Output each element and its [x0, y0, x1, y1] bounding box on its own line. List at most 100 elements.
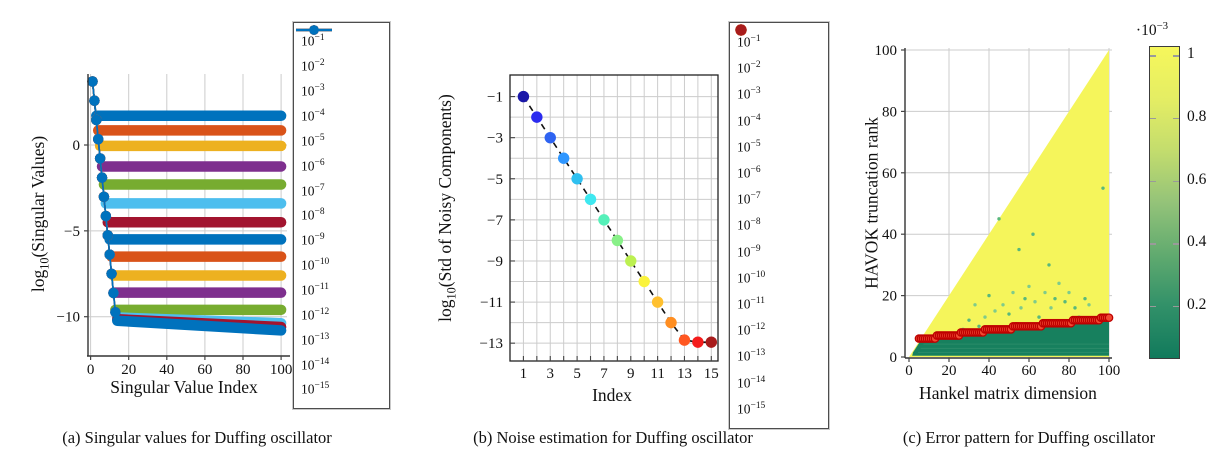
series-1e-15 — [87, 76, 287, 336]
plot-frame — [509, 74, 719, 362]
speckle-dot — [977, 324, 981, 328]
data-point — [104, 249, 115, 260]
legend-entry: 10−13 — [735, 24, 828, 364]
legend-entry: 10−6 — [296, 25, 389, 174]
legend-entry: 10−5 — [735, 24, 828, 154]
panel-c-y-axis-label: HAVOK truncation rank — [861, 117, 882, 289]
speckle-dot — [1083, 296, 1087, 301]
legend-label: 10−7 — [301, 182, 325, 199]
legend-entry: 10−7 — [296, 25, 389, 199]
legend-label: 10−12 — [301, 306, 330, 323]
y-tick-label: −1 — [487, 90, 503, 106]
legend-marker-dot — [735, 24, 747, 36]
panel-a-x-axis-label: Singular Value Index — [110, 377, 258, 397]
y-tick-label: −9 — [487, 254, 503, 270]
panel-a-ylabel-prefix: log — [27, 269, 48, 293]
panel-a-plot: 0 20 40 60 80 100 0 −5 −10 — [57, 74, 292, 378]
legend-entry: 10−9 — [735, 24, 828, 259]
y-tick-label: −5 — [64, 224, 80, 240]
series-1e-4 — [87, 76, 287, 172]
colorbar-title: ·10−3 — [1136, 20, 1168, 40]
x-tick-label: 20 — [121, 362, 136, 378]
x-tick-label: 80 — [1062, 363, 1077, 379]
colorbar-tick-mark — [1150, 117, 1156, 120]
legend-label: 10−13 — [737, 348, 766, 364]
legend-label: 10−5 — [301, 132, 325, 149]
speckle-dot — [1023, 296, 1027, 301]
x-tick-label: 1 — [520, 366, 528, 382]
speckle-dot — [987, 293, 991, 298]
panel-b-ylabel-rest: (Std of Noisy Components) — [434, 94, 455, 288]
x-tick-label: 20 — [942, 363, 957, 379]
speckle-dot — [993, 309, 997, 313]
colorbar-tick-label: 0.4 — [1187, 233, 1207, 251]
data-point — [100, 210, 112, 222]
legend-entry: 10−11 — [296, 25, 389, 297]
data-point — [611, 234, 624, 247]
speckle-dot — [1043, 290, 1047, 295]
data-point — [571, 173, 583, 185]
legend-label: 10−11 — [737, 295, 765, 312]
panel-b-legend: 10−1 10−2 10−3 10−4 10−5 10−6 10−7 10−8 10−9 10−1… — [729, 22, 829, 429]
x-tick-label: 80 — [236, 362, 251, 378]
colorbar-tick-mark — [1173, 180, 1179, 183]
speckle-dot — [997, 217, 1001, 221]
legend-label: 10−1 — [737, 34, 761, 50]
legend-label: 10−8 — [301, 207, 325, 223]
colorbar-tick-mark — [1173, 117, 1179, 120]
legend-label: 10−6 — [301, 157, 325, 174]
speckle-dot — [1019, 306, 1023, 310]
series-1e-10 — [87, 76, 287, 281]
data-point — [638, 275, 650, 288]
panel-b-ylabel-sub: 10 — [444, 287, 459, 300]
speckle-dot — [1073, 306, 1077, 310]
speckle-dot — [1033, 300, 1037, 304]
speckle-dot — [983, 315, 987, 319]
data-point — [93, 133, 104, 145]
y-tick-label: −13 — [480, 336, 503, 352]
data-point — [87, 76, 98, 87]
speckle-dot — [1053, 296, 1057, 301]
data-point — [692, 336, 704, 348]
panel-a-y-axis-label: log10(Singular Values) — [28, 136, 53, 292]
legend-label: 10−10 — [301, 257, 330, 273]
legend-entry: 10−7 — [735, 24, 828, 206]
data-point — [678, 334, 691, 346]
speckle-dot — [1049, 306, 1053, 310]
colorbar-tick-mark — [1150, 243, 1156, 245]
data-point — [89, 95, 100, 106]
colorbar-tick-mark — [1173, 55, 1179, 57]
legend-entry: 10−2 — [296, 25, 389, 73]
data-point — [544, 131, 556, 144]
x-tick-label: 40 — [982, 363, 997, 379]
data-point — [625, 255, 637, 267]
data-point — [531, 111, 543, 123]
colorbar-gradient — [1149, 46, 1180, 359]
legend-entry: 10−9 — [296, 25, 389, 247]
legend-line-dot-marker — [296, 25, 332, 35]
data-point — [98, 191, 110, 203]
legend-label: 10−14 — [737, 374, 766, 391]
colorbar-tick-label: 0.2 — [1187, 295, 1207, 313]
legend-label: 10−4 — [737, 112, 761, 129]
legend-entry: 10−1 — [735, 24, 828, 50]
legend-label: 10−4 — [301, 108, 325, 124]
legend-marker-dot — [309, 25, 319, 35]
colorbar-tick-label: 1 — [1187, 45, 1195, 63]
panel-c-caption: (c) Error pattern for Duffing oscillator — [902, 428, 1156, 447]
data-point — [96, 172, 108, 183]
data-point — [584, 193, 597, 206]
legend-label: 10−2 — [737, 60, 761, 76]
panel-a-legend: 10−1 10−2 10−3 10−4 10−5 10−6 10−7 10−8 10−9 10−1… — [293, 22, 390, 409]
colorbar-title-dot: · — [1135, 22, 1142, 40]
legend-label: 10−12 — [737, 322, 766, 338]
series-noise-floor-line — [112, 315, 287, 336]
legend-label: 10−8 — [737, 217, 761, 233]
legend-entry: 10−11 — [735, 24, 828, 312]
speckle-dot — [1031, 232, 1035, 236]
speckle-dot — [1037, 315, 1041, 319]
speckle-dot — [1017, 247, 1021, 252]
legend-entry: 10−10 — [735, 24, 828, 285]
x-tick-label: 60 — [1022, 363, 1037, 379]
